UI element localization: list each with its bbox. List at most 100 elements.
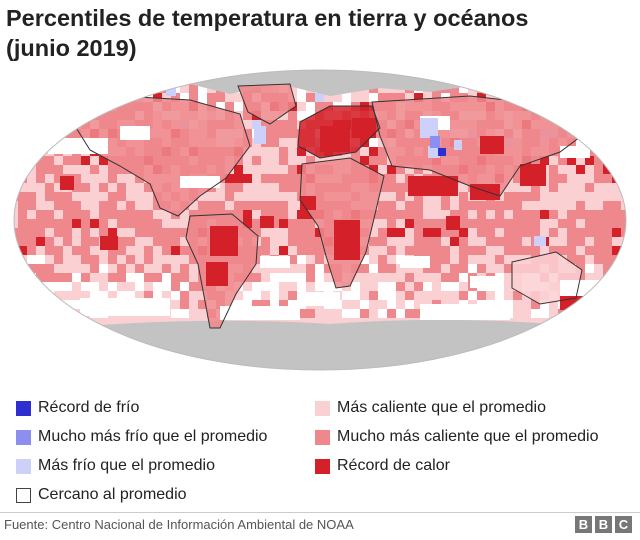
temperature-cell — [594, 237, 603, 246]
temperature-cell — [603, 300, 612, 309]
temperature-cell — [18, 75, 27, 84]
temperature-cell — [342, 291, 351, 300]
temperature-cell — [585, 192, 594, 201]
temperature-cell — [117, 70, 126, 75]
temperature-cell — [72, 70, 81, 75]
temperature-cell — [459, 264, 468, 273]
legend-item-record-cold: Récord de frío — [16, 397, 139, 419]
temperature-cell — [27, 183, 36, 192]
temperature-cell — [81, 282, 90, 291]
temperature-cell — [387, 210, 396, 219]
temperature-cell — [99, 291, 108, 300]
temperature-cell — [558, 192, 567, 201]
near-average-area — [300, 292, 340, 306]
temperature-cell — [441, 219, 450, 228]
temperature-cell — [63, 219, 72, 228]
temperature-cell — [297, 111, 306, 120]
temperature-cell — [54, 93, 63, 102]
temperature-cell — [36, 174, 45, 183]
record-warm-area — [352, 118, 376, 138]
colder-area — [454, 140, 462, 150]
temperature-cell — [14, 147, 18, 156]
temperature-cell — [612, 264, 621, 273]
temperature-cell — [54, 75, 63, 84]
temperature-cell — [486, 237, 495, 246]
temperature-cell — [594, 165, 603, 174]
temperature-cell — [90, 237, 99, 246]
temperature-cell — [279, 129, 288, 138]
temperature-cell — [378, 228, 387, 237]
temperature-cell — [378, 210, 387, 219]
temperature-cell — [441, 246, 450, 255]
temperature-cell — [612, 70, 621, 75]
coastline-north-america — [69, 95, 251, 217]
temperature-cell — [378, 282, 387, 291]
temperature-cell — [612, 84, 621, 93]
temperature-cell — [0, 273, 9, 282]
temperature-cell — [270, 138, 279, 147]
temperature-cell — [14, 183, 18, 192]
temperature-cell — [396, 93, 405, 102]
temperature-cell — [549, 174, 558, 183]
title-line-1: Percentiles de temperatura en tierra y o… — [6, 5, 529, 31]
temperature-cell — [630, 246, 639, 255]
temperature-cell — [288, 183, 297, 192]
temperature-cell — [630, 183, 639, 192]
temperature-cell — [486, 219, 495, 228]
temperature-cell — [297, 228, 306, 237]
temperature-cell — [387, 282, 396, 291]
temperature-cell — [99, 210, 108, 219]
temperature-cell — [189, 70, 198, 75]
temperature-cell — [288, 300, 297, 309]
temperature-cell — [378, 264, 387, 273]
temperature-cell — [396, 228, 405, 237]
temperature-cell — [576, 237, 585, 246]
temperature-cell — [432, 237, 441, 246]
temperature-cell — [279, 156, 288, 165]
temperature-cell — [198, 201, 207, 210]
temperature-cell — [621, 120, 626, 129]
temperature-cell — [603, 201, 612, 210]
temperature-cell — [63, 75, 72, 84]
temperature-cell — [459, 210, 468, 219]
temperature-cell — [14, 246, 18, 255]
temperature-cell — [477, 70, 486, 75]
temperature-cell — [279, 183, 288, 192]
temperature-cell — [369, 147, 378, 156]
temperature-cell — [81, 84, 90, 93]
world-temperature-map — [0, 66, 640, 374]
temperature-cell — [117, 192, 126, 201]
temperature-cell — [522, 75, 531, 84]
temperature-cell — [612, 102, 621, 111]
temperature-cell — [45, 273, 54, 282]
temperature-cell — [81, 111, 90, 120]
temperature-cell — [180, 246, 189, 255]
temperature-cell — [297, 237, 306, 246]
temperature-cell — [594, 219, 603, 228]
temperature-cell — [171, 75, 180, 84]
temperature-cell — [549, 228, 558, 237]
temperature-cell — [54, 192, 63, 201]
temperature-cell — [45, 309, 54, 318]
temperature-cell — [603, 210, 612, 219]
temperature-cell — [252, 282, 261, 291]
temperature-cell — [567, 228, 576, 237]
temperature-cell — [594, 309, 603, 318]
temperature-cell — [117, 291, 126, 300]
record-warm-area — [210, 226, 238, 256]
temperature-cell — [279, 201, 288, 210]
temperature-cell — [153, 75, 162, 84]
temperature-cell — [45, 138, 54, 147]
temperature-cell — [90, 192, 99, 201]
temperature-cell — [63, 192, 72, 201]
temperature-cell — [540, 102, 549, 111]
temperature-cell — [594, 156, 603, 165]
temperature-cell — [27, 102, 36, 111]
temperature-cell — [45, 75, 54, 84]
temperature-cell — [450, 84, 459, 93]
temperature-cell — [603, 93, 612, 102]
temperature-cell — [360, 300, 369, 309]
temperature-cell — [36, 84, 45, 93]
temperature-cell — [549, 183, 558, 192]
bbc-logo-block-1: B — [575, 516, 592, 533]
